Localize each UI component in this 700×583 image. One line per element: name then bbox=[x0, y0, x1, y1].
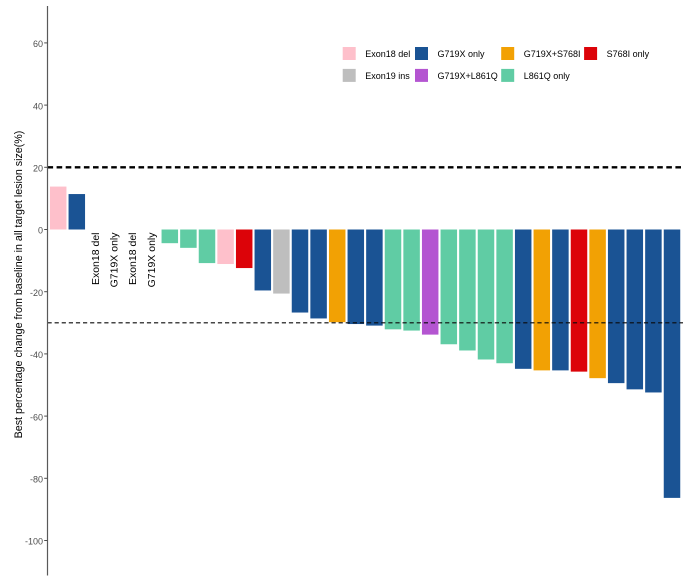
svg-text:G719X only: G719X only bbox=[109, 232, 121, 288]
svg-text:40: 40 bbox=[33, 101, 43, 111]
svg-text:Exon18 del: Exon18 del bbox=[365, 49, 410, 59]
svg-text:20: 20 bbox=[33, 164, 43, 174]
svg-text:G719X+L861Q: G719X+L861Q bbox=[438, 71, 498, 81]
svg-text:L861Q only: L861Q only bbox=[524, 71, 571, 81]
svg-text:G719X+S768I: G719X+S768I bbox=[524, 49, 581, 59]
svg-text:S768I only: S768I only bbox=[607, 49, 650, 59]
svg-text:-80: -80 bbox=[30, 475, 43, 485]
svg-text:Best percentage change from ba: Best percentage change from baseline in … bbox=[13, 131, 25, 439]
svg-text:-100: -100 bbox=[25, 537, 43, 547]
svg-text:-60: -60 bbox=[30, 412, 43, 422]
svg-text:Exon18 del: Exon18 del bbox=[127, 233, 139, 286]
svg-text:0: 0 bbox=[38, 226, 43, 236]
svg-text:G719X only: G719X only bbox=[438, 49, 486, 59]
svg-text:-20: -20 bbox=[30, 288, 43, 298]
svg-text:G719X only: G719X only bbox=[146, 232, 158, 288]
svg-text:Exon19 ins: Exon19 ins bbox=[365, 71, 410, 81]
svg-text:60: 60 bbox=[33, 39, 43, 49]
svg-text:Exon18 del: Exon18 del bbox=[90, 233, 102, 286]
svg-text:-40: -40 bbox=[30, 350, 43, 360]
